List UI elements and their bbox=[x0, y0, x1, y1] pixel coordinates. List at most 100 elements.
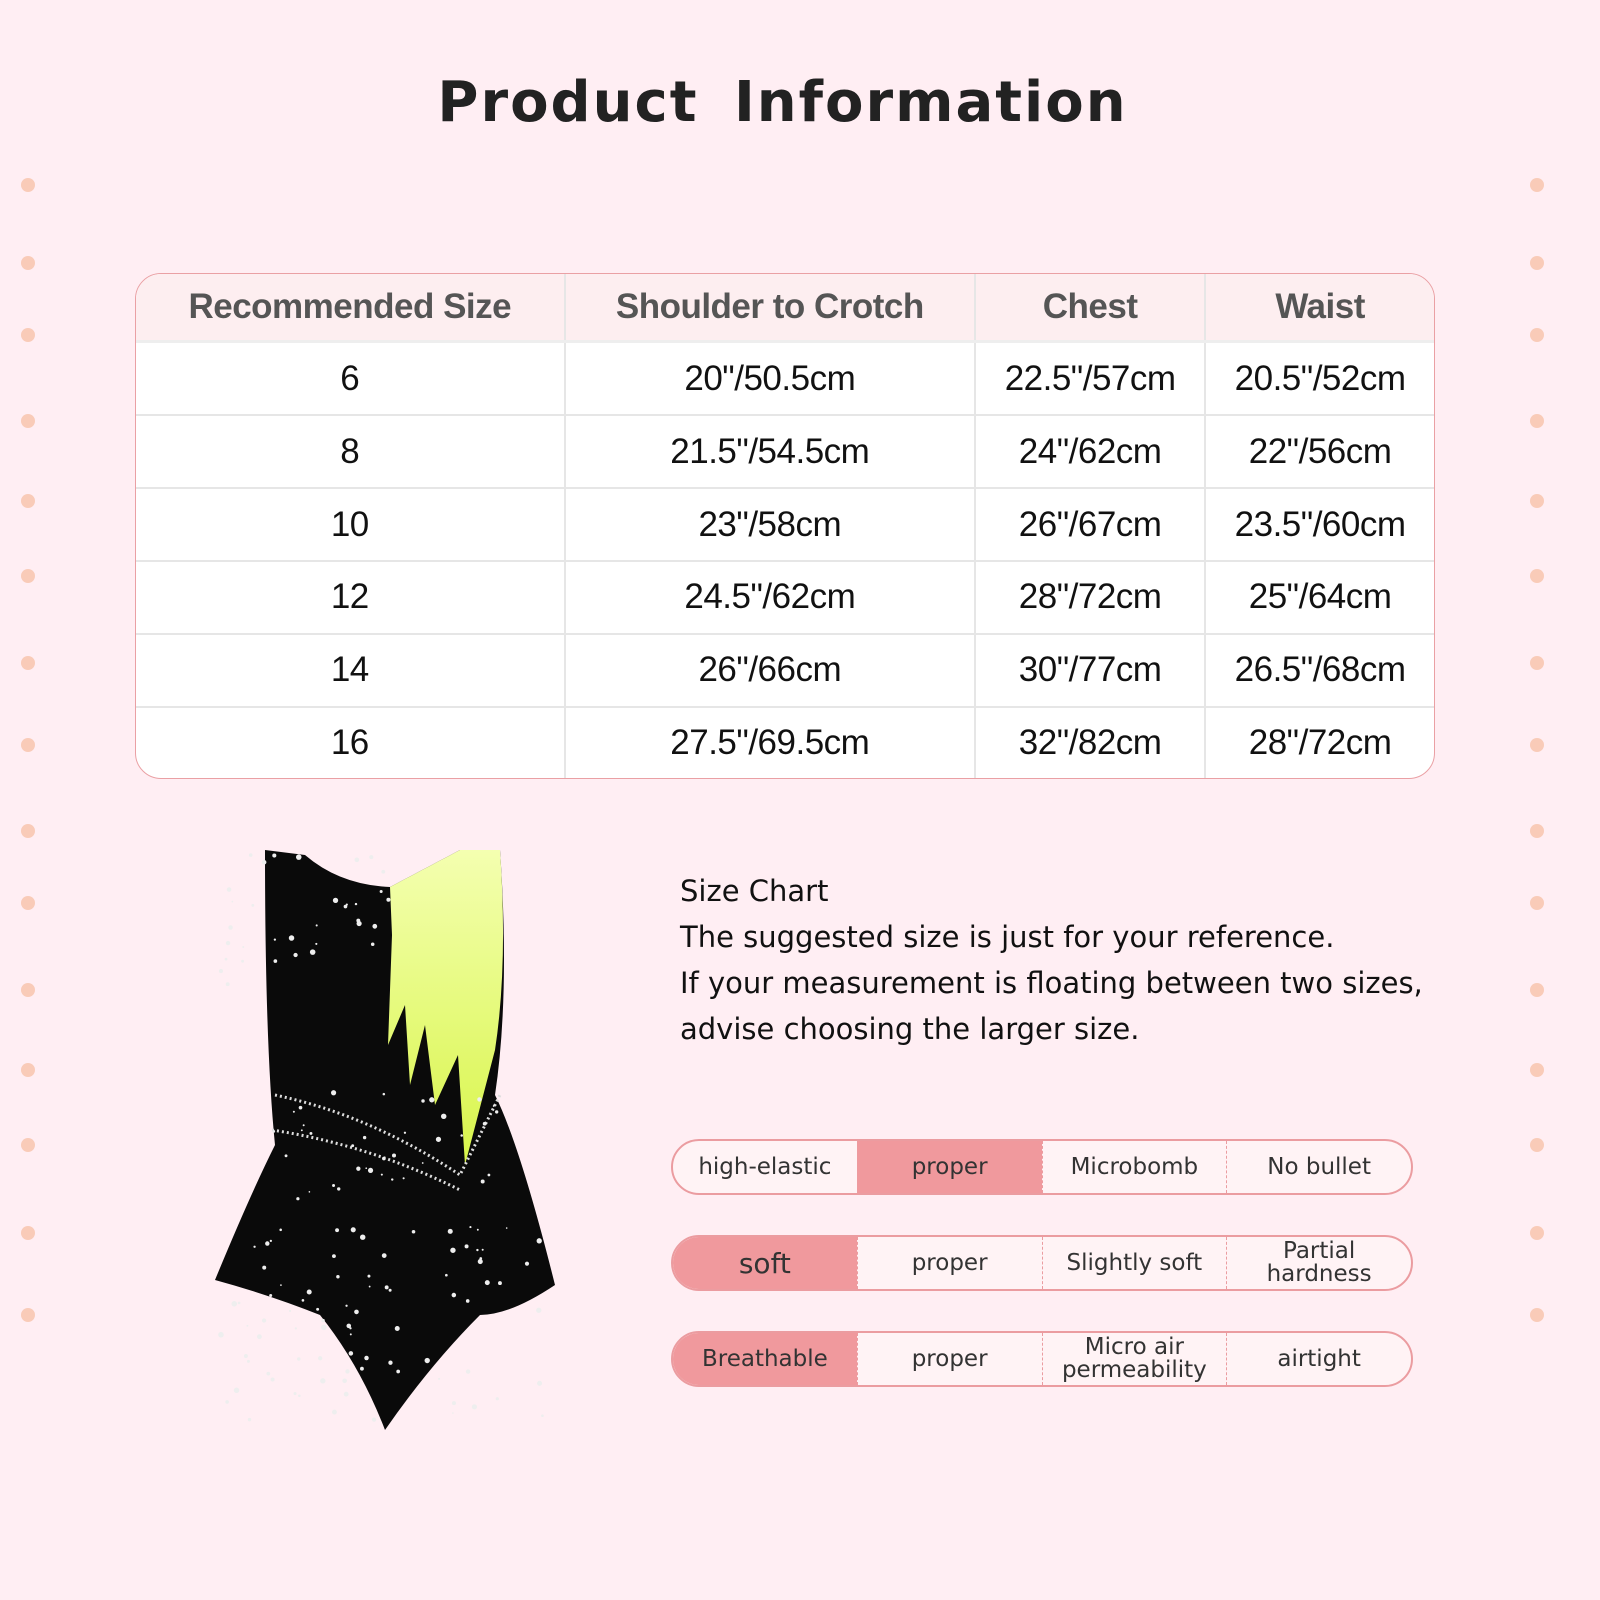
rhinestone bbox=[332, 1184, 336, 1187]
rhinestone bbox=[345, 1304, 348, 1307]
rhinestone bbox=[332, 1409, 337, 1415]
rhinestone bbox=[498, 1281, 502, 1286]
rhinestone bbox=[536, 1238, 542, 1244]
rhinestone bbox=[429, 1097, 435, 1103]
rhinestone bbox=[225, 1400, 229, 1404]
decorative-dot bbox=[1530, 1138, 1544, 1152]
table-cell: 26.5"/68cm bbox=[1204, 632, 1434, 707]
table-cell: 25"/64cm bbox=[1204, 559, 1434, 634]
rhinestone bbox=[330, 1090, 337, 1096]
rhinestone bbox=[541, 1414, 544, 1418]
decorative-dot bbox=[1530, 178, 1544, 192]
column-header: Shoulder to Crotch bbox=[563, 274, 976, 343]
rhinestone bbox=[477, 1258, 483, 1265]
rhinestone bbox=[335, 1228, 340, 1233]
attribute-option: Micro air permeability bbox=[1041, 1333, 1227, 1385]
rhinestone bbox=[465, 1299, 470, 1303]
rhinestone bbox=[360, 1366, 364, 1371]
table-cell: 21.5"/54.5cm bbox=[563, 414, 976, 489]
decorative-dot bbox=[1530, 738, 1544, 752]
attribute-option: proper bbox=[856, 1237, 1042, 1289]
rhinestone bbox=[421, 1162, 424, 1164]
size-note: Size Chart The suggested size is just for… bbox=[680, 868, 1423, 1052]
rhinestone bbox=[316, 1307, 320, 1311]
attribute-option: Breathable bbox=[673, 1333, 857, 1385]
rhinestone bbox=[411, 1229, 416, 1234]
rhinestone bbox=[380, 1173, 383, 1176]
rhinestone bbox=[231, 1301, 238, 1307]
note-line: If your measurement is floating between … bbox=[680, 966, 1423, 1000]
attribute-option: No bullet bbox=[1226, 1141, 1411, 1193]
rhinestone bbox=[379, 890, 383, 894]
rhinestone bbox=[233, 1387, 240, 1394]
rhinestone bbox=[321, 1318, 325, 1323]
table-cell: 10 bbox=[136, 487, 565, 561]
table-cell: 20"/50.5cm bbox=[563, 340, 976, 416]
rhinestone bbox=[280, 1284, 282, 1286]
rhinestone bbox=[394, 1326, 400, 1332]
rhinestone bbox=[369, 855, 374, 860]
note-line: The suggested size is just for your refe… bbox=[680, 920, 1335, 954]
rhinestone bbox=[288, 1309, 292, 1313]
rhinestone bbox=[294, 1327, 297, 1330]
decorative-dot bbox=[21, 178, 35, 192]
rhinestone bbox=[452, 1412, 454, 1414]
rhinestone bbox=[345, 1369, 350, 1374]
rhinestone bbox=[388, 1288, 392, 1292]
table-cell: 30"/77cm bbox=[974, 632, 1206, 707]
rhinestone bbox=[464, 1244, 469, 1249]
rhinestone bbox=[309, 1131, 313, 1135]
rhinestone bbox=[487, 1173, 491, 1177]
attribute-option: Partial hardness bbox=[1226, 1237, 1411, 1289]
rhinestone bbox=[332, 1254, 336, 1259]
rhinestone bbox=[351, 1144, 355, 1148]
rhinestone bbox=[391, 1153, 397, 1158]
product-image-leotard bbox=[215, 850, 555, 1430]
rhinestone bbox=[364, 1355, 369, 1361]
rhinestone bbox=[384, 1285, 389, 1290]
rhinestone bbox=[505, 1227, 508, 1229]
rhinestone bbox=[247, 1417, 252, 1422]
decorative-dot bbox=[1530, 1308, 1544, 1322]
rhinestone bbox=[391, 1178, 394, 1181]
decorative-dot bbox=[21, 738, 35, 752]
rhinestone bbox=[246, 1359, 250, 1363]
rhinestone bbox=[320, 1378, 326, 1384]
rhinestone bbox=[293, 1392, 297, 1396]
table-row: 6 20"/50.5cm 22.5"/57cm 20.5"/52cm bbox=[136, 340, 1434, 416]
table-cell: 26"/66cm bbox=[563, 632, 976, 707]
rhinestone bbox=[237, 1301, 241, 1305]
table-cell: 23"/58cm bbox=[563, 487, 976, 561]
rhinestone bbox=[301, 1299, 305, 1302]
rhinestone bbox=[495, 1110, 499, 1114]
rhinestone bbox=[476, 1228, 479, 1231]
decorative-dot bbox=[1530, 656, 1544, 670]
rhinestone bbox=[396, 1369, 401, 1374]
rhinestone bbox=[477, 1097, 482, 1102]
rhinestone bbox=[273, 959, 278, 963]
decorative-dot bbox=[21, 1226, 35, 1240]
attribute-option: airtight bbox=[1226, 1333, 1411, 1385]
rhinestone bbox=[356, 918, 361, 923]
decorative-dot bbox=[21, 1308, 35, 1322]
rhinestone bbox=[438, 1377, 441, 1380]
table-row: 12 24.5"/62cm 28"/72cm 25"/64cm bbox=[136, 559, 1434, 634]
decorative-dot bbox=[21, 1063, 35, 1077]
rhinestone bbox=[435, 1136, 442, 1142]
decorative-dot bbox=[1530, 569, 1544, 583]
rhinestone bbox=[337, 1187, 341, 1191]
rhinestone bbox=[451, 1401, 456, 1406]
rhinestone bbox=[484, 1280, 490, 1286]
decorative-dot bbox=[21, 656, 35, 670]
rhinestone bbox=[308, 1191, 311, 1193]
rhinestone bbox=[421, 1099, 425, 1103]
decorative-dot bbox=[21, 414, 35, 428]
rhinestone bbox=[451, 1292, 457, 1298]
rhinestone bbox=[265, 1241, 270, 1246]
table-cell: 20.5"/52cm bbox=[1204, 340, 1434, 416]
decorative-dot bbox=[1530, 1063, 1544, 1077]
rhinestone bbox=[332, 897, 339, 904]
decorative-dot bbox=[1530, 328, 1544, 342]
dress-panel bbox=[388, 850, 504, 1165]
rhinestone bbox=[356, 1166, 361, 1171]
